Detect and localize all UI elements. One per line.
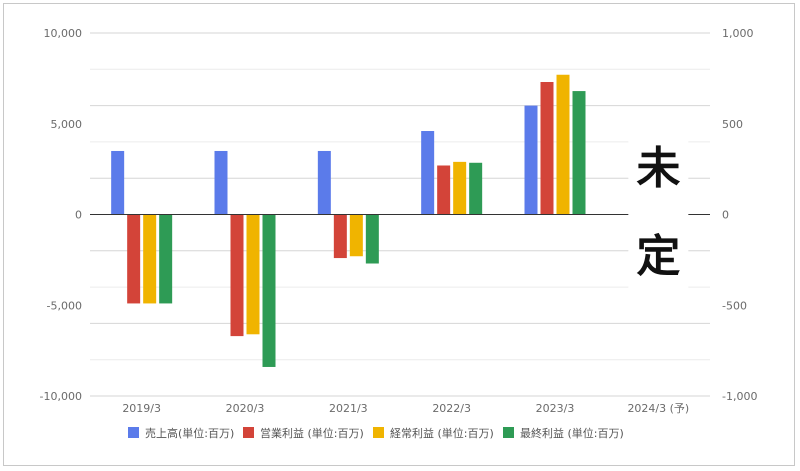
- bar-4-2019/3: [159, 214, 173, 304]
- bar-3-2023/3: [556, 74, 570, 215]
- bar-3-2022/3: [453, 161, 467, 215]
- legend: 売上高(単位:百万) 営業利益 (単位:百万) 経常利益 (単位:百万) 最終利益 (…: [128, 426, 624, 440]
- y2-tick-label: 0: [722, 209, 729, 222]
- x-tick-label: 2019/3: [122, 402, 161, 415]
- y-tick-label: 10,000: [44, 27, 83, 40]
- x-tick-label: 2024/3 (予): [627, 402, 689, 415]
- annotation-box: [628, 128, 689, 292]
- legend-item: 売上高(単位:百万): [128, 426, 234, 440]
- bar-4-2021/3: [365, 214, 379, 264]
- y2-tick-label: -500: [722, 299, 747, 312]
- y-tick-label: 5,000: [51, 118, 83, 131]
- legend-item: 経常利益 (単位:百万): [373, 426, 494, 440]
- legend-label: 営業利益 (単位:百万): [260, 426, 364, 440]
- annotation-char: 定: [636, 231, 680, 282]
- legend-label: 最終利益 (単位:百万): [520, 426, 624, 440]
- y2-tick-label: 1,000: [722, 27, 754, 40]
- legend-item: 営業利益 (単位:百万): [243, 426, 364, 440]
- legend-item: 最終利益 (単位:百万): [503, 426, 624, 440]
- x-tick-label: 2020/3: [226, 402, 265, 415]
- bar-3-2021/3: [349, 214, 363, 257]
- bar-2-2023/3: [540, 82, 554, 215]
- bar-2-2019/3: [127, 214, 141, 304]
- legend-swatch: [243, 427, 254, 438]
- annotation-char: 未: [636, 143, 680, 194]
- bars: [111, 74, 586, 367]
- x-tick-label: 2022/3: [432, 402, 471, 415]
- bar-4-2023/3: [572, 91, 586, 215]
- bar-1-2022/3: [421, 131, 435, 215]
- bar-1-2019/3: [111, 150, 125, 215]
- x-tick-label: 2021/3: [329, 402, 368, 415]
- y-tick-label: -5,000: [47, 299, 82, 312]
- bar-1-2023/3: [524, 105, 538, 215]
- y2-tick-label: -1,000: [722, 390, 757, 403]
- legend-label: 経常利益 (単位:百万): [390, 426, 494, 440]
- legend-swatch: [503, 427, 514, 438]
- undecided-annotation: 未定: [628, 128, 689, 292]
- bar-1-2020/3: [214, 150, 228, 215]
- bar-2-2022/3: [437, 165, 451, 215]
- y-tick-label: -10,000: [40, 390, 82, 403]
- bar-2-2020/3: [230, 214, 244, 337]
- bar-3-2020/3: [246, 214, 260, 335]
- bar-3-2019/3: [143, 214, 157, 304]
- legend-swatch: [128, 427, 139, 438]
- x-tick-label: 2023/3: [536, 402, 575, 415]
- bar-2-2021/3: [333, 214, 347, 259]
- legend-swatch: [373, 427, 384, 438]
- bar-4-2020/3: [262, 214, 276, 367]
- bar-4-2022/3: [469, 162, 483, 215]
- y-axis-left: 10,000 5,000 0 -5,000 -10,000: [40, 27, 82, 403]
- x-axis: 2019/3 2020/3 2021/3 2022/3 2023/3 2024/3 (予): [122, 402, 689, 415]
- legend-label: 売上高(単位:百万): [145, 426, 234, 440]
- y-axis-right: 1,000 500 0 -500 -1,000: [722, 27, 757, 403]
- y-tick-label: 0: [75, 209, 82, 222]
- y2-tick-label: 500: [722, 118, 743, 131]
- bar-1-2021/3: [317, 150, 331, 215]
